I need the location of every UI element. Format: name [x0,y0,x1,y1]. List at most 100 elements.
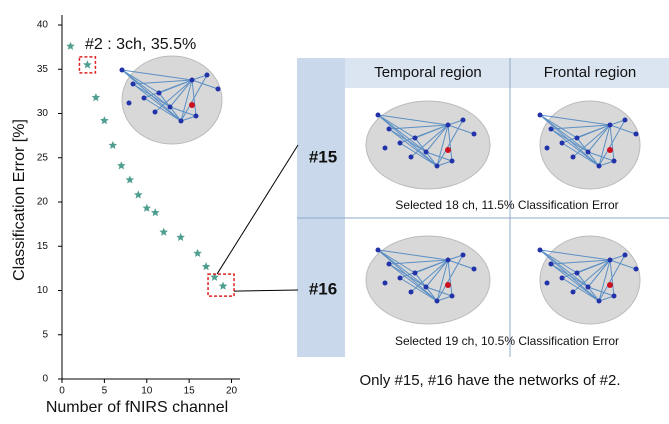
channel [131,82,136,87]
point [100,116,109,124]
channel [376,248,381,253]
row-label: #15 [309,147,337,166]
annotation: #2 : 3ch, 35.5% [85,36,196,53]
y-tick-label: 20 [37,197,49,208]
channel [376,113,381,118]
point [193,249,202,257]
figure: Temporal region Frontal region #15 #16 S… [0,0,669,419]
channel [446,258,451,263]
brain [540,236,640,324]
x-axis-label: Number of fNIRS channel [46,399,228,416]
point [143,204,152,212]
channel [120,68,125,73]
brain [540,101,640,189]
point [83,60,92,68]
channel [387,127,392,132]
y-axis-label: Classification Error [%] [11,119,28,281]
row-caption: Selected 19 ch, 10.5% Classification Err… [395,334,619,348]
channel [413,136,418,141]
channel [597,164,602,169]
channel [450,294,455,299]
channel [461,253,466,258]
channel [424,285,429,290]
y-tick-label: 0 [42,374,48,385]
channel [445,282,451,288]
point [159,228,168,236]
connector [217,145,298,274]
channel [445,147,451,153]
x-tick-label: 15 [184,386,196,397]
channel [409,290,414,295]
channel [446,123,451,128]
channel [607,282,613,288]
channel [157,91,162,96]
channel [571,155,576,160]
channel [608,258,613,263]
channel [612,294,617,299]
channel [142,96,147,101]
channel [127,101,132,106]
x-tick-label: 5 [102,386,108,397]
channel [189,102,195,108]
channel [194,114,199,119]
channel [472,132,477,137]
y-tick-label: 30 [37,108,49,119]
channel [575,136,580,141]
channel [472,267,477,272]
channel [190,78,195,83]
point [151,208,160,216]
channel [575,271,580,276]
point [202,262,211,270]
column-header: Temporal region [374,64,482,81]
channel [205,73,210,78]
point [134,190,143,198]
channel [545,146,550,151]
point [126,175,135,183]
brain [122,56,222,144]
channel [634,132,639,137]
channel [168,105,173,110]
point [117,161,126,169]
channel [549,262,554,267]
point [176,233,185,241]
channel [612,159,617,164]
channel [424,150,429,155]
channel [450,159,455,164]
note: Only #15, #16 have the networks of #2. [360,372,621,389]
channel [586,285,591,290]
channel [153,110,158,115]
channel [387,262,392,267]
connector [234,290,298,291]
channel [461,118,466,123]
channel [409,155,414,160]
brain [366,101,490,189]
channel [634,267,639,272]
y-tick-label: 35 [37,64,49,75]
channel [549,127,554,132]
channel [623,118,628,123]
x-tick-label: 10 [141,386,153,397]
channel [597,299,602,304]
channel [571,290,576,295]
channel [545,281,550,286]
point [219,282,228,290]
channel [216,87,221,92]
y-tick-label: 10 [37,285,49,296]
channel [538,113,543,118]
channel [560,141,565,146]
y-tick-label: 40 [37,20,49,31]
channel [435,164,440,169]
row-caption: Selected 18 ch, 11.5% Classification Err… [395,198,618,212]
channel [538,248,543,253]
point [109,141,118,149]
channel [586,150,591,155]
y-tick-label: 15 [37,241,49,252]
y-tick-label: 5 [42,329,48,340]
channel [608,123,613,128]
channel [413,271,418,276]
channel [435,299,440,304]
channel [383,146,388,151]
point [92,93,101,101]
y-tick-label: 25 [37,152,49,163]
channel [560,276,565,281]
